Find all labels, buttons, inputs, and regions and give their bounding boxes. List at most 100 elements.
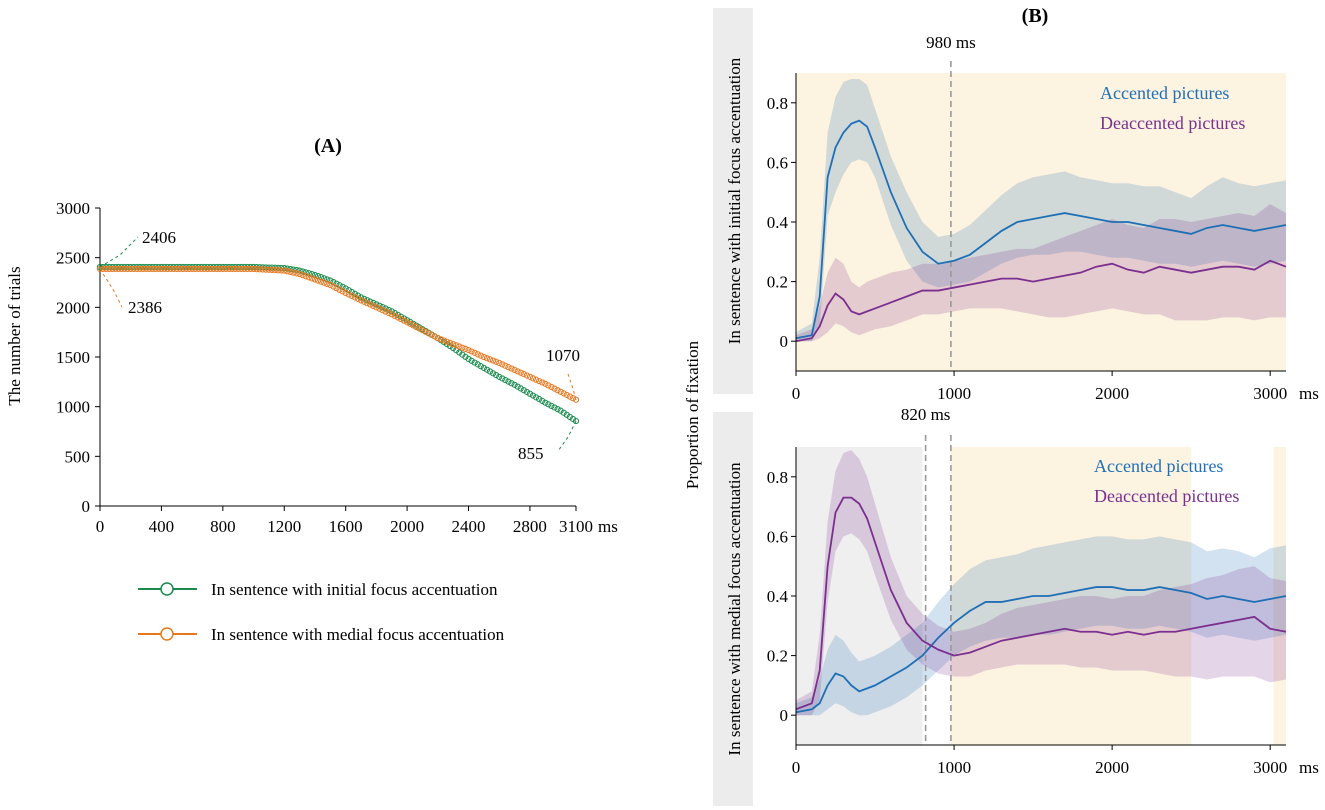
- panel-a-data-point: [164, 263, 171, 271]
- panel-a-annotation-leader: [99, 268, 123, 308]
- panel-a-data-point: [179, 265, 187, 273]
- panel-a-data-point: [428, 331, 435, 339]
- series-line-accented: [795, 119, 1287, 340]
- panel-a-data-point: [364, 297, 371, 304]
- panel-a-data-point: [133, 263, 140, 271]
- panel-a-y-axis-label: The number of trials: [5, 266, 24, 405]
- series-line-deaccented: [795, 259, 1287, 343]
- panel-a-data-point: [560, 390, 567, 397]
- y-tick-label: 0.6: [767, 153, 788, 172]
- panel-a-data-point: [241, 263, 248, 271]
- panel-a-data-point: [499, 375, 506, 382]
- panel-a-data-point: [195, 263, 202, 271]
- panel-a-data-point: [496, 373, 503, 380]
- panel-a-data-point: [542, 399, 549, 406]
- panel-a-data-point: [511, 366, 518, 374]
- panel-a-data-point: [232, 263, 239, 271]
- panel-a-series-medial: [96, 265, 580, 403]
- panel-a-x-tick-label: 2800: [513, 517, 547, 536]
- panel-a-data-point: [397, 315, 405, 323]
- panel-a-data-point: [308, 271, 315, 278]
- panel-a-data-point: [121, 265, 128, 273]
- panel-a-data-point: [419, 327, 426, 334]
- panel-a-data-point: [542, 380, 549, 387]
- panel-a-data-point: [182, 265, 190, 273]
- legend-label: Accented pictures: [1100, 83, 1229, 103]
- panel-a-data-point: [502, 362, 509, 369]
- panel-a-data-point: [486, 356, 494, 363]
- panel-a-x-axis-unit: ms: [598, 517, 618, 536]
- reference-vline-label: 820 ms: [901, 405, 951, 424]
- panel-a-data-point: [247, 265, 254, 273]
- panel-a-data-point: [403, 319, 411, 326]
- panel-a-data-point: [566, 393, 573, 400]
- panel-a-y-tick-label: 2000: [56, 298, 90, 317]
- panel-a-data-point: [216, 265, 223, 273]
- panel-a-data-point: [198, 263, 205, 271]
- panel-a-data-point: [96, 265, 104, 273]
- panel-a-data-point: [489, 357, 497, 364]
- panel-a-data-point: [354, 295, 362, 302]
- panel-a-data-point: [121, 263, 128, 271]
- shaded-region: [796, 447, 923, 745]
- panel-a-data-point: [330, 283, 337, 290]
- panel-a-data-point: [545, 401, 552, 408]
- panel-a-data-point: [287, 268, 294, 276]
- panel-a-data-point: [431, 333, 438, 340]
- panel-a-data-point: [572, 417, 580, 425]
- panel-a-data-point: [314, 277, 322, 284]
- panel-a-data-point: [385, 306, 392, 314]
- panel-a-data-point: [446, 339, 454, 346]
- panel-a-data-point: [238, 265, 245, 273]
- panel-a-data-point: [493, 371, 500, 379]
- panel-b-bottom-row-label: In sentence with medial focus accentuati…: [725, 462, 744, 756]
- panel-a-x-tick-label: 400: [149, 517, 175, 536]
- panel-a-data-point: [275, 267, 282, 274]
- panel-a-data-point: [385, 309, 392, 316]
- panel-b-label: (B): [1022, 5, 1049, 27]
- panel-a-data-point: [422, 328, 429, 335]
- x-tick-label: 1000: [937, 384, 971, 403]
- panel-a-data-point: [532, 376, 540, 383]
- panel-a-annotation: 2386: [128, 298, 162, 317]
- shaded-region: [1273, 447, 1286, 745]
- panel-a-data-point: [127, 265, 134, 273]
- panel-a-data-point: [391, 309, 398, 317]
- x-tick-label: 1000: [937, 758, 971, 777]
- panel-a-data-point: [284, 268, 291, 275]
- shaded-region: [950, 447, 1192, 745]
- panel-a-data-point: [523, 372, 530, 379]
- y-tick-label: 0.6: [767, 527, 788, 546]
- y-tick-label: 0.4: [767, 213, 789, 232]
- legend-label: In sentence with initial focus accentuat…: [211, 580, 498, 599]
- panel-a-data-point: [139, 263, 147, 271]
- panel-a-data-point: [115, 265, 122, 273]
- panel-a-data-point: [170, 263, 177, 271]
- panel-b-top-plot: 980 ms 0 0.2 0.4 0.6 0.8 0 1000 2000 3000 ms Accent…: [767, 33, 1319, 403]
- panel-a-data-point: [379, 307, 386, 314]
- panel-a-data-point: [376, 305, 383, 312]
- panel-a-data-point: [361, 298, 368, 305]
- y-tick-label: 0: [780, 706, 789, 725]
- panel-a-data-point: [536, 377, 543, 385]
- panel-a-data-point: [161, 263, 168, 271]
- panel-a-data-point: [324, 276, 331, 283]
- panel-a-data-point: [551, 385, 558, 392]
- panel-a-data-point: [520, 387, 527, 394]
- confidence-band-deaccented: [796, 449, 1286, 716]
- panel-a-data-point: [210, 263, 217, 271]
- panel-a-data-point: [345, 291, 352, 298]
- x-tick-label: 0: [792, 758, 801, 777]
- panel-a-data-point: [201, 263, 208, 271]
- panel-a-data-point: [468, 357, 475, 364]
- panel-a-data-point: [222, 263, 230, 271]
- panel-a-data-point: [222, 265, 230, 273]
- legend-label: Deaccented pictures: [1094, 486, 1239, 506]
- panel-a-data-point: [357, 294, 365, 301]
- panel-a-data-point: [536, 396, 543, 403]
- panel-a-data-point: [167, 265, 174, 273]
- panel-a-y-tick-label: 0: [82, 497, 91, 516]
- panel-a-data-point: [158, 265, 165, 273]
- panel-a-data-point: [103, 265, 110, 273]
- reference-vline-label: 980 ms: [926, 33, 976, 52]
